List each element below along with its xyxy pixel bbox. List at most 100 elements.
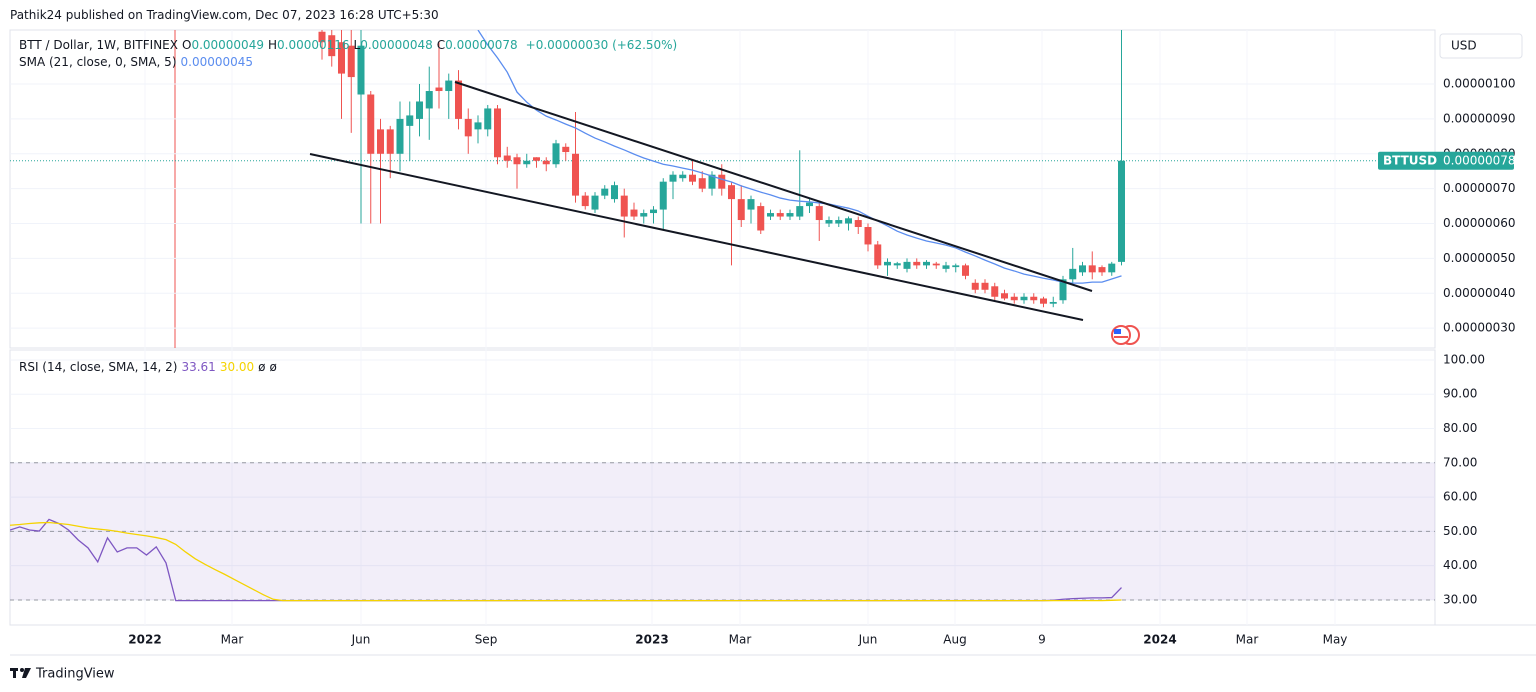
candle-body [669,174,677,182]
y-tick-label: 70.00 [1443,455,1477,469]
candle-body [971,282,979,290]
candle-body [474,122,482,130]
candle-body [338,42,345,74]
candle-body [630,209,638,217]
candle-body [952,265,960,268]
rsi-title: RSI (14, close, SMA, 14, 2) [19,360,178,374]
candle-body [1118,160,1125,262]
y-tick-label: 0.00000050 [1443,251,1516,265]
ohlc-key: H [267,38,277,52]
candle-body [698,178,706,189]
price-change: +0.00000030 (+62.50%) [525,38,678,52]
candle-body [542,160,550,165]
sma-legend: SMA (21, close, 0, SMA, 5) 0.00000045 [19,55,257,69]
candle-body [377,129,384,154]
y-tick-label: 50.00 [1443,524,1477,538]
candle-body [942,265,950,269]
candle-body [1079,265,1086,273]
candle-body [893,263,901,266]
candle-body [533,157,540,161]
rsi-legend-value: ø [258,360,266,374]
candle-body [503,155,511,161]
candle-body [523,160,531,165]
candle-body [347,45,355,78]
candle-body [620,195,628,217]
x-tick-label: Aug [943,633,966,647]
candle-body [864,227,872,245]
candle-body [328,35,336,57]
candle-body [425,91,433,109]
y-tick-label: 0.00000040 [1443,286,1516,300]
candle-body [991,286,999,297]
x-tick-label: Mar [221,633,244,647]
candle-body [923,261,930,266]
candle-body [455,80,462,119]
publish-info: Pathik24 published on TradingView.com, D… [10,8,439,22]
axes: 0.00000030 0.00000040 0.00000050 0.00000060… [128,77,1515,647]
candle-body [913,261,921,266]
candle-body [932,263,940,266]
candle-body [1020,296,1028,301]
candle-body [1098,267,1106,273]
ohlc-value: 0.00000049 [191,38,264,52]
y-tick-label: 0.00000070 [1443,181,1516,195]
price-legend: BTT / Dollar, 1W, BITFINEX O0.00000049 H0.… [19,38,681,52]
candle-body [708,174,716,189]
rsi-plot [10,359,1435,602]
rsi-legend-value: 30.00 [219,360,255,374]
rsi-legend-value: ø [269,360,277,374]
rsi-values: 33.61 30.00 ø ø [181,360,280,374]
currency-box[interactable] [1439,33,1523,59]
x-tick-label: Mar [1236,633,1259,647]
y-tick-label: 30.00 [1443,592,1477,606]
candle-body [747,199,755,210]
candle-body [806,202,813,207]
candle-body [689,174,696,182]
y-tick-label: 100.00 [1443,352,1485,366]
rsi-legend-value: 33.61 [181,360,216,374]
candle-body [396,118,404,154]
y-tick-label: 60.00 [1443,490,1477,504]
ohlc-value: 0.00000048 [360,38,433,52]
candle-body [367,94,375,154]
ohlc-value: 0.00000116 [277,38,350,52]
candle-body [581,195,589,207]
candle-body [572,153,579,196]
candle-body [1049,301,1057,304]
x-tick-label: 9 [1038,633,1046,647]
event-icon [1111,325,1140,345]
x-tick-label: 2023 [635,633,668,647]
candle-body [718,174,726,189]
sma-line [477,30,1122,284]
candle-body [786,213,794,217]
candle-body [776,213,784,217]
candle-body [1010,296,1018,301]
sma-value: 0.00000045 [180,55,254,69]
symbol-title: BTT / Dollar, 1W, BITFINEX [19,38,178,52]
last-price-box [1378,151,1514,170]
tradingview-logo [10,668,31,678]
ohlc-key: O [181,38,192,52]
candle-body [513,157,521,165]
candle-body [737,199,745,221]
candle-body [357,45,365,95]
candle-body [1108,263,1116,273]
rsi-legend: RSI (14, close, SMA, 14, 2) 33.61 30.00 ø ø [19,360,285,374]
x-tick-label: Jun [858,633,878,647]
candle-body [757,206,765,231]
candle-body [728,185,735,200]
candle-body [1059,279,1067,301]
candle-body [903,261,911,269]
candle-body [981,282,989,290]
trendline-lower [309,153,1084,321]
candle-body [435,87,443,92]
candle-body [1088,265,1096,273]
candle-body [1069,268,1077,280]
logo-part [13,668,16,678]
candle-body [611,185,618,200]
event-icon-front [1111,325,1131,345]
candle-body [464,118,472,137]
candle-body [835,220,843,224]
